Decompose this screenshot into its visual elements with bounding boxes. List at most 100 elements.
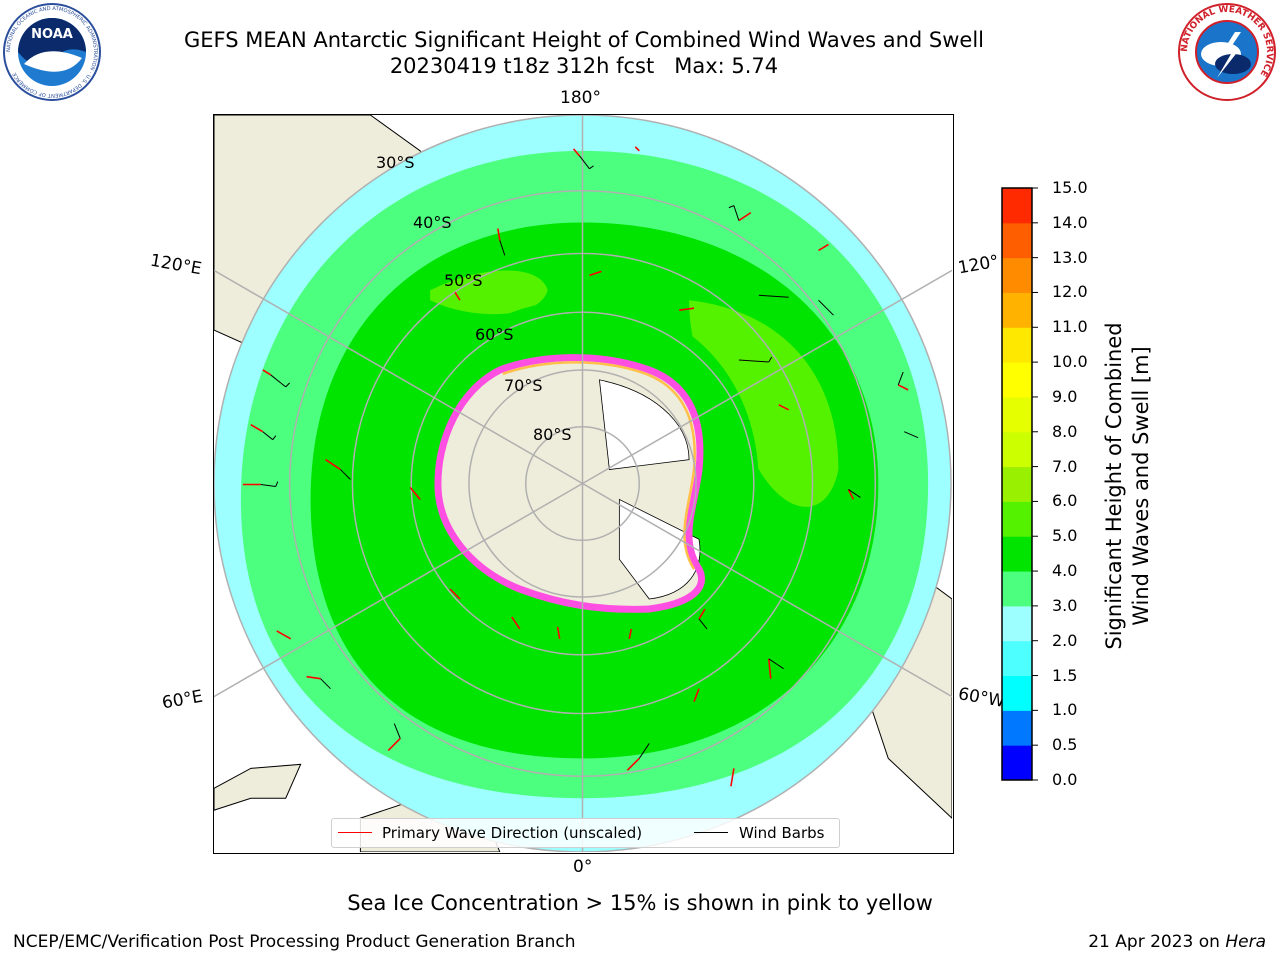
wave-arrow [262,369,272,376]
lat-label-80s: 80°S [533,425,572,444]
sea-ice-inner [502,361,696,570]
wave-arrow [511,616,521,630]
colorbar-tick-label: 4.0 [1052,561,1078,581]
colorbar-tick-label: 9.0 [1052,386,1078,406]
wave-arrow [276,630,292,640]
wind-barb [738,356,773,363]
colorbar-segment [1002,571,1032,607]
map-legend: Primary Wave Direction (unscaled) Wind B… [331,818,840,848]
wave-arrows [242,146,909,787]
colorbar-segment [1002,327,1032,363]
wave-arrow [387,737,401,751]
colorbar-tick-label: 12.0 [1052,282,1088,302]
colorbar-tick-label: 11.0 [1052,317,1088,337]
wind-barb [579,155,594,170]
wave-arrow [454,291,461,301]
colorbar-tick-label: 3.0 [1052,595,1078,615]
colorbar-segment [1002,605,1032,642]
wind-barb [320,678,331,690]
noaa-logo: NOAA NATIONAL OCEANIC AND ATMOSPHERIC AD… [3,3,101,101]
polar-map [214,115,952,852]
wave-arrow [449,588,461,600]
wave-field-5m-patch-2 [430,270,548,315]
sea-ice-caption: Sea Ice Concentration > 15% is shown in … [347,891,933,915]
wave-arrow [778,404,790,411]
wave-arrow [767,658,772,679]
wave-arrow [626,757,640,771]
colorbar-segment [1002,431,1032,468]
lon-label-60w: 60°W [956,684,1007,712]
footer-date: 21 Apr 2023 on Hera [1088,932,1266,952]
wave-arrow [306,675,321,680]
wind-barb [897,371,904,386]
colorbar-segment [1002,222,1032,259]
colorbar-tick-label: 15.0 [1052,178,1088,197]
noaa-logo-text: NOAA [31,27,73,42]
wave-arrow [679,307,695,311]
colorbar-tick-label: 2.0 [1052,630,1078,650]
legend-swatch-wind-barbs [694,832,728,833]
colorbar-segment [1002,675,1032,711]
colorbar-segment [1002,292,1032,328]
lat-label-50s: 50°S [444,271,483,290]
wind-barb [270,374,291,388]
colorbar-tick-label: 8.0 [1052,421,1078,441]
colorbar-border [1001,187,1033,781]
map-frame [213,114,954,854]
colorbar-tick-label: 1.0 [1052,700,1078,720]
legend-label-wind-barbs: Wind Barbs [739,824,825,842]
lon-label-0: 0° [573,857,593,877]
wind-barb [698,618,708,630]
colorbar-segment [1002,257,1032,293]
lat-label-30s: 30°S [376,153,415,172]
wave-arrow [572,148,581,157]
wind-barbs [260,155,919,759]
colorbar-tick-label: 14.0 [1052,212,1088,232]
colorbar-segment [1002,745,1032,781]
wind-barb [393,723,401,739]
wave-arrow [409,486,421,500]
colorbar-segment [1002,362,1032,398]
colorbar [1001,187,1038,781]
colorbar-tick-label: 5.0 [1052,526,1078,546]
colorbar-segment [1002,396,1032,433]
wave-arrow [897,384,909,391]
ice-shelf [598,379,690,471]
colorbar-segment [1002,640,1032,677]
lon-label-120e: 120°E [148,250,204,280]
colorbar-segment [1002,188,1032,224]
colorbar-title: Significant Height of Combined Wind Wave… [1102,322,1153,650]
wind-barb [818,299,834,316]
wind-barb [848,489,861,498]
colorbar-tick-label: 6.0 [1052,491,1078,511]
wave-arrow [847,489,855,500]
wind-barb [768,658,784,670]
wind-barb [758,294,789,298]
map-subtitle: 20230419 t18z 312h fcst Max: 5.74 [389,54,779,78]
wave-arrow [818,243,829,252]
wind-barb [728,205,740,221]
wave-field-5m-patch [689,300,839,507]
wind-barb [262,431,277,441]
nws-logo: NATIONAL WEATHER SERVICE [1178,3,1276,101]
map-title: GEFS MEAN Antarctic Significant Height o… [183,28,985,52]
colorbar-segment [1002,536,1032,572]
colorbar-tick-label: 13.0 [1052,247,1088,267]
wind-barb [340,469,351,480]
wave-arrow [738,211,752,222]
wind-barb [260,481,279,487]
wind-barb [638,743,650,759]
ice-shelf-2 [618,498,701,600]
wave-arrow [250,424,264,433]
lat-label-60s: 60°S [475,325,514,344]
colorbar-tick-label: 0.0 [1052,770,1078,789]
lat-label-40s: 40°S [413,213,452,232]
wave-arrow [628,628,633,640]
wave-arrow [556,626,561,639]
wave-arrow [634,146,640,152]
colorbar-tick-label: 7.0 [1052,456,1078,476]
wave-arrow [589,270,602,277]
lon-label-180: 180° [560,88,601,108]
sea-ice-edge [434,354,705,613]
legend-swatch-primary-wave [338,832,372,833]
